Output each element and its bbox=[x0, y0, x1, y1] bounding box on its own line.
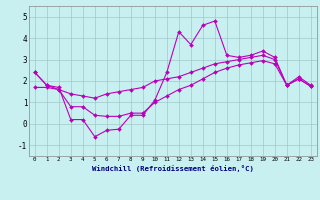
X-axis label: Windchill (Refroidissement éolien,°C): Windchill (Refroidissement éolien,°C) bbox=[92, 165, 254, 172]
